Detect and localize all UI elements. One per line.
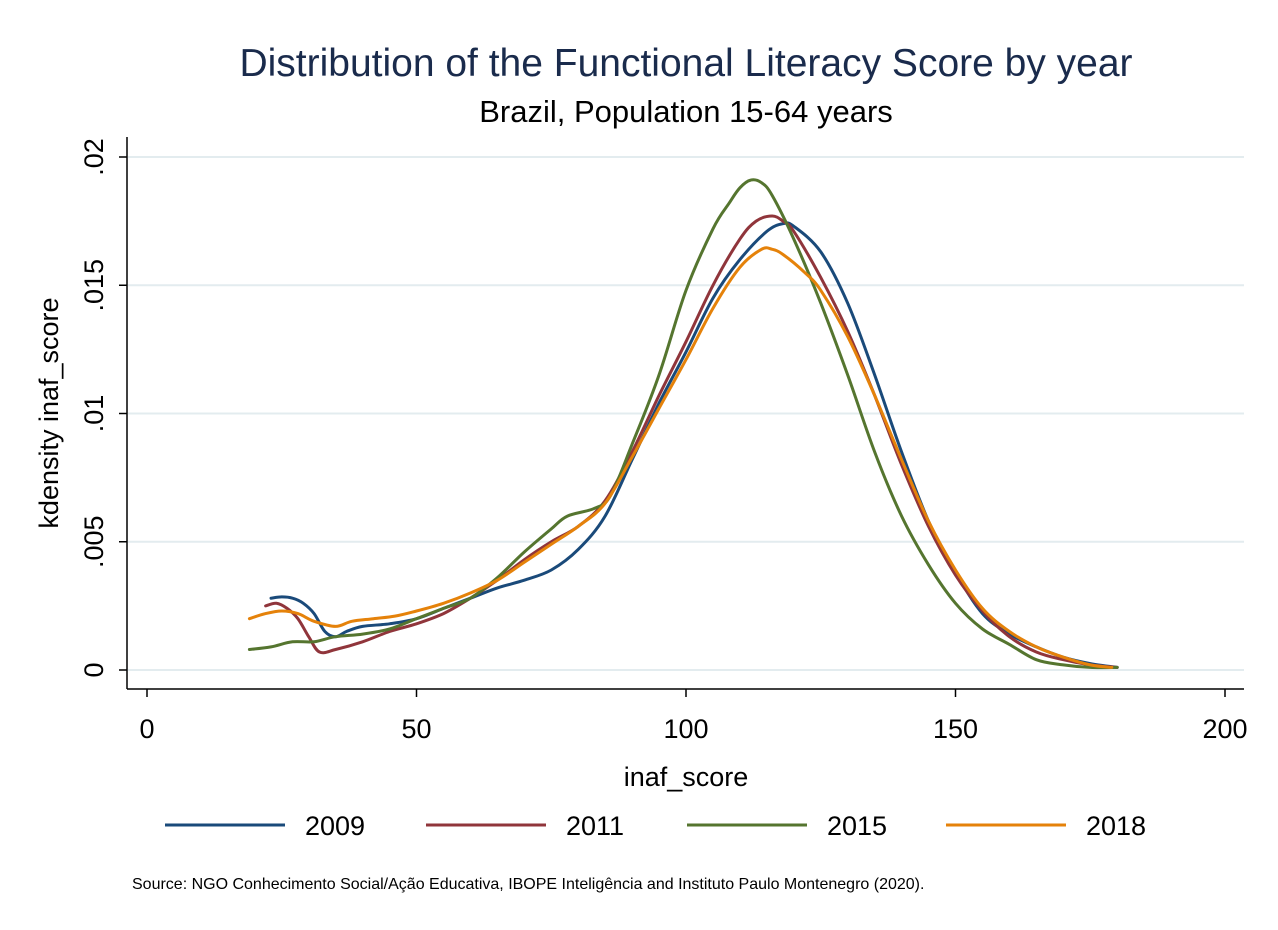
gridlines	[128, 156, 1244, 671]
x-tick-label-0: 0	[139, 714, 154, 744]
x-tick-label-3: 150	[933, 714, 978, 744]
chart-title: Distribution of the Functional Literacy …	[239, 42, 1132, 85]
x-tick-label-4: 200	[1202, 714, 1247, 744]
x-ticks: 0 50 100 150 200	[139, 689, 1248, 744]
x-tick-label-2: 100	[663, 714, 708, 744]
legend-label-2018: 2018	[1086, 811, 1146, 841]
series-line-2015	[247, 178, 1119, 670]
y-tick-label-2: .01	[79, 395, 109, 433]
x-tick-label-1: 50	[401, 714, 431, 744]
series-line-2009	[269, 221, 1119, 669]
y-tick-label-4: .02	[79, 138, 109, 176]
x-axis-title: inaf_score	[624, 762, 749, 792]
y-tick-label-1: .005	[79, 515, 109, 568]
legend-label-2015: 2015	[827, 811, 887, 841]
chart-subtitle: Brazil, Population 15-64 years	[479, 94, 893, 129]
y-ticks: 0 .005 .01 .015 .02	[79, 138, 127, 678]
series-lines	[247, 178, 1119, 670]
y-axis-title: kdensity inaf_score	[34, 297, 64, 528]
legend-label-2009: 2009	[305, 811, 365, 841]
y-tick-label-3: .015	[79, 259, 109, 312]
series-line-2011	[264, 214, 1119, 669]
source-note: Source: NGO Conhecimento Social/Ação Edu…	[132, 876, 924, 893]
legend: 2009 2011 2015 2018	[165, 811, 1146, 841]
series-line-2018	[247, 246, 1114, 669]
y-tick-label-0: 0	[79, 662, 109, 677]
legend-label-2011: 2011	[566, 811, 624, 841]
